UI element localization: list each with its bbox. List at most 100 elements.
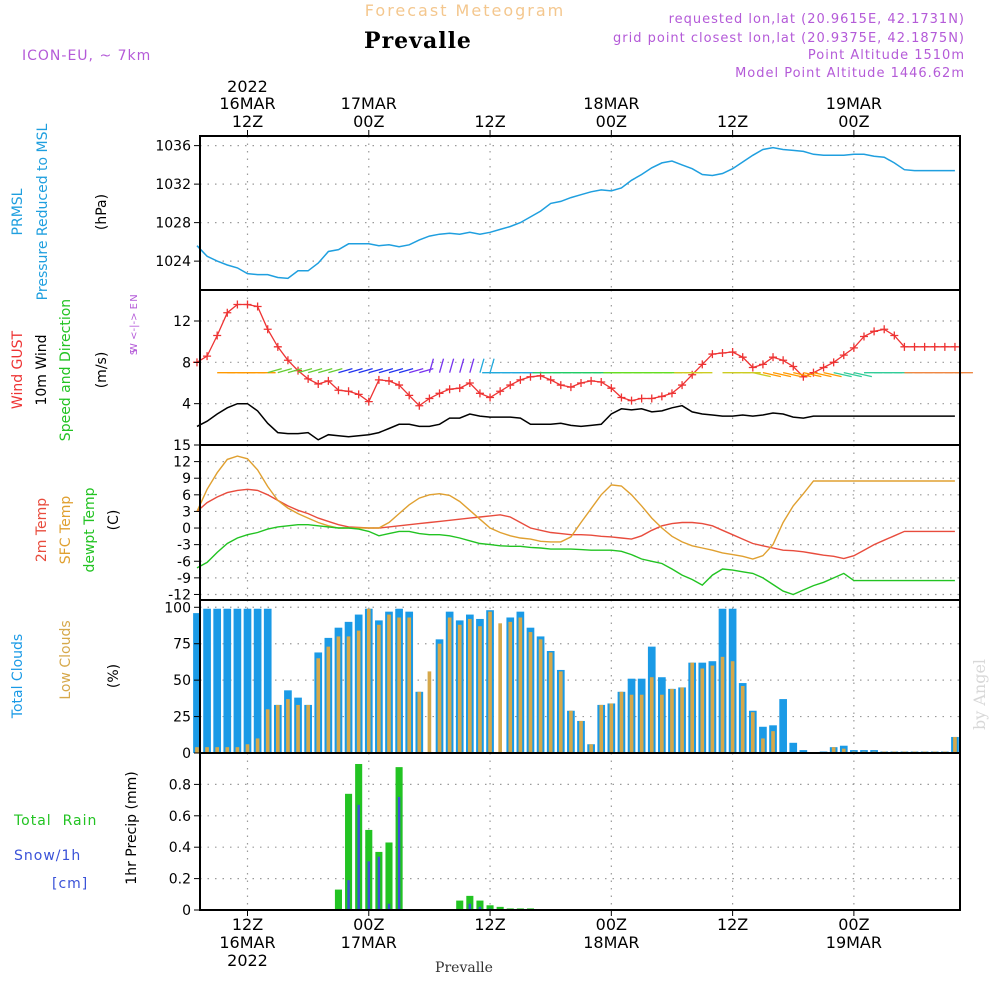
top-hour-label: 00Z xyxy=(596,112,627,131)
model-label: ICON-EU, ~ 7km xyxy=(22,48,151,64)
wind-speed-line xyxy=(196,402,955,441)
low-cloud-bar xyxy=(599,704,604,753)
low-cloud-bar xyxy=(387,614,391,753)
gust-point xyxy=(465,379,474,387)
wind-label-3: Speed and Direction xyxy=(58,299,74,441)
gust-point xyxy=(405,391,414,400)
low-cloud-bar xyxy=(447,617,452,753)
gust-point xyxy=(627,396,636,405)
pressure-label-2: Pressure Reduced to MSL xyxy=(35,123,51,300)
temperature-tick-label: 6 xyxy=(182,488,191,504)
gust-point xyxy=(516,375,525,384)
gust-point xyxy=(617,393,626,402)
gust-point xyxy=(526,372,535,381)
low-cloud-bar xyxy=(457,624,462,753)
wind-direction-arrow xyxy=(843,372,862,378)
low-cloud-bar xyxy=(306,704,310,753)
wind-direction-arrow xyxy=(762,372,782,378)
credit-watermark: by Angel xyxy=(970,659,989,730)
pressure-tick-label: 1024 xyxy=(155,254,191,270)
gust-point xyxy=(870,327,879,336)
low-cloud-bar xyxy=(195,747,199,753)
gust-point xyxy=(698,360,707,369)
low-cloud-bar xyxy=(761,738,765,753)
bottom-date-label: 18MAR xyxy=(583,933,639,952)
cloud-unit: (%) xyxy=(106,664,122,688)
gust-point xyxy=(354,390,363,399)
wind-direction-arrow xyxy=(489,358,495,373)
gust-point xyxy=(435,389,444,398)
low-cloud-bar xyxy=(437,643,442,753)
total-cloud-bar xyxy=(193,613,201,753)
rain-bar xyxy=(476,900,484,910)
compass-we: W <-|-> E xyxy=(129,303,140,353)
gust-point xyxy=(253,302,262,311)
wind-direction-arrow xyxy=(428,358,435,373)
total-cloud-bar xyxy=(789,742,798,753)
low-cloud-bar xyxy=(751,712,755,753)
low-cloud-bar xyxy=(255,738,260,753)
gust-point xyxy=(445,385,454,394)
bottom-date-label: 17MAR xyxy=(341,933,397,952)
axis-labels: 10241028103210364812-12-9-6-303691215025… xyxy=(155,77,882,970)
cloud-label-2: Low Clouds xyxy=(58,620,74,699)
temperature-tick-label: 12 xyxy=(173,455,191,471)
low-cloud-bar xyxy=(771,731,775,753)
gust-point xyxy=(738,353,747,362)
snow-bar xyxy=(387,903,391,910)
bottom-year-label: 2022 xyxy=(227,951,268,970)
low-cloud-bar xyxy=(225,747,230,753)
gust-point xyxy=(223,308,232,317)
total-cloud-bar xyxy=(253,608,262,753)
temperature-tick-label: -12 xyxy=(168,587,191,603)
gust-point xyxy=(304,374,313,383)
gust-point xyxy=(718,349,727,358)
gust-point xyxy=(324,376,333,385)
panel-frames xyxy=(194,130,961,916)
precipitation-tick-label: 0 xyxy=(182,903,191,919)
low-cloud-bar xyxy=(478,626,482,753)
gust-point xyxy=(486,393,495,402)
low-cloud-bar xyxy=(468,618,472,753)
low-cloud-bar xyxy=(235,747,240,753)
gust-point xyxy=(607,384,616,393)
wind-direction-arrow xyxy=(449,358,455,373)
precipitation-panel-frame xyxy=(199,752,961,911)
wind-direction-arrow xyxy=(752,372,771,378)
gust-point xyxy=(950,342,959,351)
gust-point xyxy=(829,358,838,367)
gust-point xyxy=(859,332,868,341)
top-date-label: 18MAR xyxy=(583,94,639,113)
low-cloud-bar xyxy=(700,668,705,753)
wind-tick-label: 4 xyxy=(182,397,191,413)
total-cloud-bar xyxy=(213,608,222,753)
temperature-labels: 2m Temp SFC Temp dewpt Temp (C) xyxy=(34,487,122,572)
wind-direction-arrow xyxy=(459,358,465,373)
gust-point xyxy=(779,356,788,365)
clouds-tick-label: 100 xyxy=(164,600,191,616)
gust-point xyxy=(940,342,949,351)
low-cloud-bar xyxy=(498,623,502,753)
precipitation-tick-label: 0.6 xyxy=(169,809,191,825)
snow-bar xyxy=(367,861,370,910)
wind-direction-arrow xyxy=(277,368,292,374)
wind-direction-arrow xyxy=(338,368,353,374)
low-cloud-bar xyxy=(589,744,593,753)
temp-unit: (C) xyxy=(106,510,122,531)
low-cloud-bar xyxy=(558,671,563,753)
temperature-tick-label: 15 xyxy=(173,438,191,454)
gust-point xyxy=(314,380,323,389)
low-cloud-bar xyxy=(609,703,614,753)
temperature-tick-label: 9 xyxy=(182,471,191,487)
low-cloud-bar xyxy=(569,710,573,753)
gust-point xyxy=(597,377,606,386)
wind-direction-arrow xyxy=(297,368,313,374)
pressure-tick-label: 1036 xyxy=(155,139,191,155)
bottom-date-label: 16MAR xyxy=(219,933,275,952)
temp-2m-line xyxy=(196,488,955,560)
low-cloud-bar xyxy=(356,630,361,753)
wind-direction-arrow xyxy=(318,368,333,374)
wind-direction-arrow xyxy=(348,368,363,374)
total-cloud-bar xyxy=(799,750,808,753)
gust-point xyxy=(546,375,555,384)
